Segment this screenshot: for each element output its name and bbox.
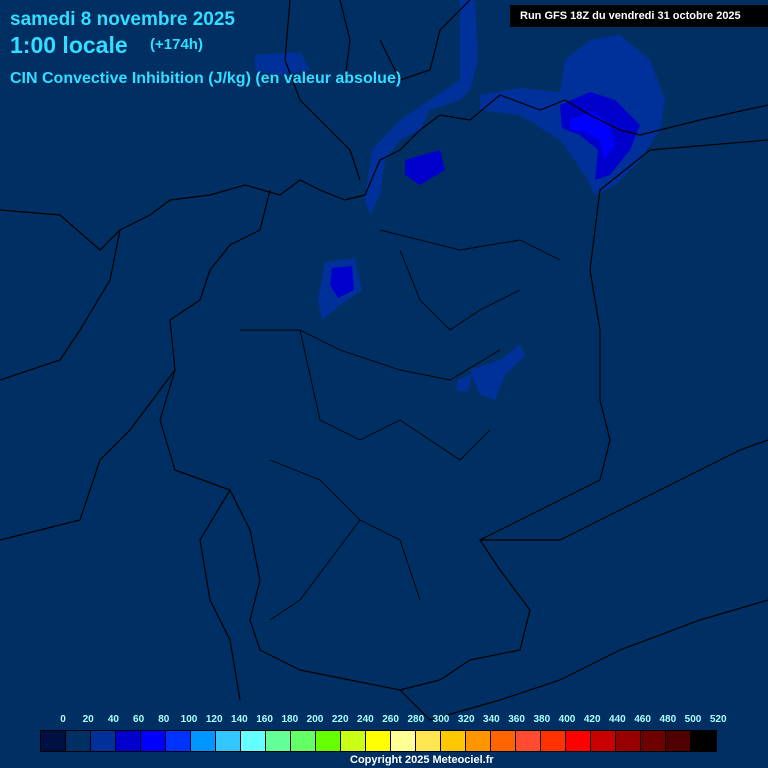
legend-label: 360 [508, 714, 525, 725]
legend-label: 260 [382, 714, 399, 725]
legend-label: 460 [634, 714, 651, 725]
legend-swatch [641, 731, 666, 751]
netherlands-border [0, 229, 121, 381]
legend-swatch [691, 731, 716, 751]
legend-swatch [666, 731, 691, 751]
copyright: Copyright 2025 Meteociel.fr [350, 754, 494, 766]
cin-areas [255, 0, 665, 400]
legend-swatch [91, 731, 116, 751]
legend-label: 300 [432, 714, 450, 725]
legend-swatch [491, 731, 516, 751]
legend-swatch [341, 731, 366, 751]
legend-label: 60 [133, 714, 145, 725]
internal-borders [240, 229, 561, 621]
legend-swatch [291, 731, 316, 751]
coastline [0, 94, 768, 251]
legend-swatch [66, 731, 91, 751]
legend-swatch [416, 731, 441, 751]
poland-east [599, 139, 768, 191]
legend-labels: 0 20 40 60 80 100 120 140 160 180 200 220 240 260 280 3… [0, 714, 768, 728]
cin-area-baltic-max [570, 112, 615, 160]
austria-border [399, 599, 768, 721]
germany-border [159, 189, 611, 691]
cin-area-baltic-core [405, 92, 640, 185]
legend-swatch [316, 731, 341, 751]
legend-label: 420 [583, 714, 601, 725]
legend-label: 140 [231, 714, 248, 725]
legend-label: 220 [331, 714, 349, 725]
legend-swatch [41, 731, 66, 751]
legend-swatch [466, 731, 491, 751]
denmark-coast [284, 0, 471, 181]
legend-label: 320 [457, 714, 475, 725]
legend-swatch [266, 731, 291, 751]
cin-area-west-core [330, 266, 354, 298]
belgium-border [0, 369, 176, 541]
legend-label: 0 [60, 714, 66, 725]
forecast-time: 1:00 locale [10, 32, 128, 58]
legend-label: 480 [659, 714, 677, 725]
legend-swatch [366, 731, 391, 751]
legend-swatch [166, 731, 191, 751]
legend-label: 20 [82, 714, 94, 725]
legend-swatch [141, 731, 166, 751]
france-border [199, 489, 241, 701]
legend-swatch [616, 731, 641, 751]
legend-swatch [516, 731, 541, 751]
legend-label: 500 [684, 714, 702, 725]
forecast-date: samedi 8 novembre 2025 [10, 9, 235, 30]
legend-label: 120 [205, 714, 223, 725]
legend-label: 240 [357, 714, 374, 725]
legend-label: 80 [158, 714, 170, 725]
legend-label: 280 [407, 714, 425, 725]
color-legend [40, 730, 717, 752]
legend-swatch [591, 731, 616, 751]
run-info: Run GFS 18Z du vendredi 31 octobre 2025 [510, 5, 768, 27]
legend-swatch [541, 731, 566, 751]
legend-label: 40 [107, 714, 119, 725]
legend-label: 100 [180, 714, 198, 725]
forecast-lead: (+174h) [150, 36, 203, 53]
legend-swatch [441, 731, 466, 751]
legend-label: 440 [609, 714, 626, 725]
legend-swatch [566, 731, 591, 751]
legend-label: 400 [558, 714, 576, 725]
czech-border [480, 439, 768, 541]
legend-label: 380 [533, 714, 551, 725]
legend-swatch [241, 731, 266, 751]
legend-label: 520 [709, 714, 727, 725]
legend-swatch [116, 731, 141, 751]
legend-swatch [391, 731, 416, 751]
legend-label: 160 [256, 714, 273, 725]
legend-swatch [216, 731, 241, 751]
parameter-title: CIN Convective Inhibition (J/kg) (en val… [10, 70, 402, 87]
legend-label: 180 [281, 714, 299, 725]
legend-label: 200 [306, 714, 324, 725]
legend-swatch [191, 731, 216, 751]
legend-label: 340 [483, 714, 500, 725]
borders [0, 0, 768, 721]
cin-area-east [456, 345, 525, 400]
